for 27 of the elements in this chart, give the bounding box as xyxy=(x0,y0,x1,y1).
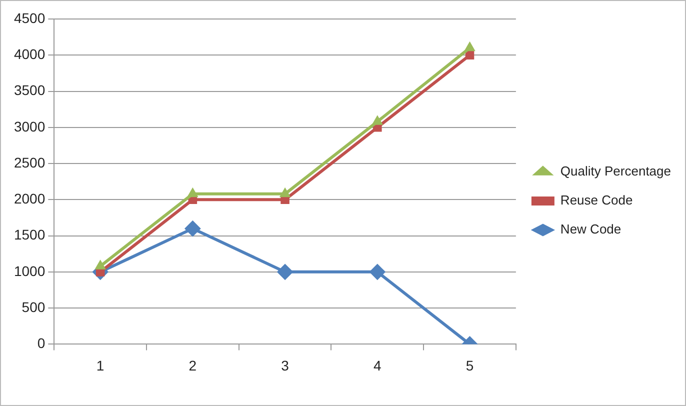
point xyxy=(369,264,386,280)
y-tick-label: 3500 xyxy=(14,82,46,98)
x-tick-label: 2 xyxy=(188,357,197,374)
point xyxy=(95,260,106,270)
y-tick-label: 2500 xyxy=(14,154,46,170)
x-tick-label: 1 xyxy=(96,357,104,374)
y-tick-label: 1500 xyxy=(14,226,46,243)
point xyxy=(465,50,474,60)
point xyxy=(464,42,476,52)
y-tick-label: 3000 xyxy=(14,118,46,134)
x-tick-label: 3 xyxy=(281,357,290,374)
legend-label: Reuse Code xyxy=(560,192,633,208)
legend-label: Quality Percentage xyxy=(560,164,672,179)
point xyxy=(280,188,290,198)
legend-label: New Code xyxy=(560,222,622,237)
y-tick-label: 4000 xyxy=(14,46,46,62)
y-tick-label: 500 xyxy=(22,298,46,315)
point xyxy=(187,188,198,198)
y-tick-label: 2000 xyxy=(14,190,46,207)
y-tick-label: 4500 xyxy=(14,10,46,26)
point xyxy=(184,220,201,237)
x-tick-label: 4 xyxy=(374,357,382,374)
y-tick-label: 1000 xyxy=(14,262,46,279)
point xyxy=(372,116,383,125)
x-tick-label: 5 xyxy=(466,357,474,374)
y-tick-label: 0 xyxy=(37,335,46,352)
point xyxy=(277,264,294,280)
